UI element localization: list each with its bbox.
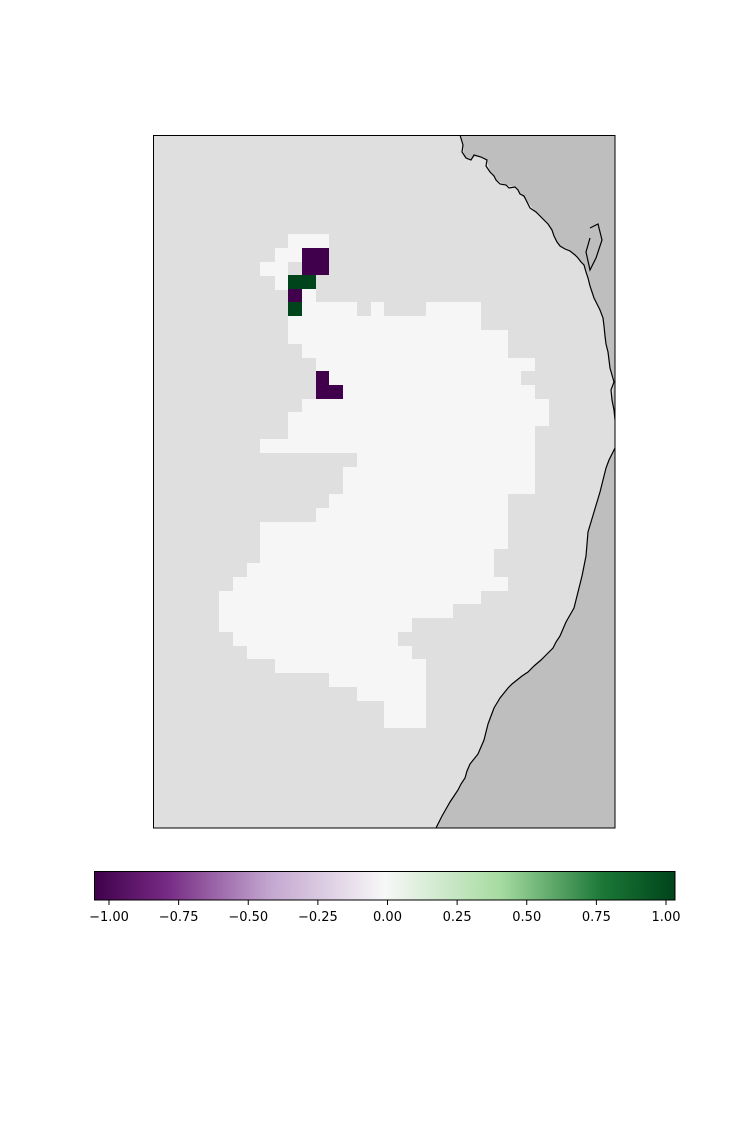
colorbar-tick-label: 0.50: [512, 910, 541, 925]
zero-cell-block: [260, 439, 535, 453]
anomaly-cells: [288, 248, 343, 399]
anomaly-cell-north-negative-b: [288, 289, 302, 302]
land-mass-east: [586, 224, 602, 270]
coastline-north: [459, 135, 615, 421]
coastline-south: [435, 447, 615, 828]
zero-cell-block: [219, 591, 481, 604]
zero-cell-block: [329, 371, 521, 385]
zero-cell-block: [288, 412, 549, 426]
zero-cell-block: [302, 344, 508, 358]
land-mass-south: [436, 448, 615, 828]
zero-cell-block: [275, 276, 288, 290]
colorbar-tick-label: 0.25: [443, 910, 472, 925]
zero-cell-block: [288, 234, 329, 248]
zero-cell-block: [260, 522, 508, 549]
zero-cell-block: [329, 494, 508, 508]
zero-cell-block: [219, 618, 412, 632]
colorbar-tick-label: 1.00: [652, 910, 681, 925]
zero-cell-block: [219, 604, 453, 618]
zero-cell-block: [302, 399, 549, 412]
map-area: [153, 135, 615, 828]
zero-cell-block: [316, 508, 508, 522]
zero-cell-block: [288, 330, 508, 344]
zero-cell-block: [233, 632, 398, 646]
colorbar-tick-label: 0.00: [373, 910, 402, 925]
zero-cell-block: [302, 289, 316, 302]
anomaly-cell-central-negative: [316, 385, 343, 399]
colorbar-frame: [94, 871, 676, 901]
zero-cell-block: [247, 563, 494, 577]
zero-cell-block: [288, 426, 535, 439]
zero-cell-block: [247, 646, 412, 659]
zero-cell-block: [384, 701, 426, 728]
colorbar-tick-label: −0.75: [159, 910, 199, 925]
colorbar-gradient: [94, 871, 675, 900]
land-mass-north: [460, 135, 615, 420]
zero-cell-block: [371, 302, 384, 316]
zero-cell-block: [275, 248, 302, 262]
zero-cell-block: [357, 453, 535, 467]
zero-cell-block: [343, 467, 535, 494]
zero-cell-block: [316, 358, 535, 371]
zero-cell-block: [260, 262, 288, 276]
zero-cell-block: [343, 385, 535, 399]
colorbar-tick-label: 0.75: [582, 910, 611, 925]
zero-cell-block: [275, 659, 426, 673]
zero-cell-block: [357, 687, 426, 701]
map-frame: [153, 135, 616, 829]
zero-cell-block: [233, 577, 508, 591]
anomaly-cell-north-positive-a: [288, 275, 316, 289]
zero-cell-block: [260, 549, 494, 563]
colorbar-tick-label: −0.50: [228, 910, 268, 925]
colorbar-tick-label: −1.00: [89, 910, 129, 925]
zero-cells: [219, 234, 549, 728]
anomaly-cell-north-negative: [302, 248, 329, 275]
colorbar-tick-label: −0.25: [298, 910, 338, 925]
zero-cell-block: [288, 316, 481, 330]
zero-cell-block: [302, 302, 357, 316]
anomaly-cell-north-positive-b: [288, 302, 302, 316]
coastline-east: [585, 223, 603, 272]
zero-cell-block: [329, 673, 426, 687]
zero-cell-block: [426, 302, 481, 316]
colorbar-ticks: −1.00 −0.75 −0.50 −0.25 0.00 0.25 0.50 0.75 1.00: [89, 900, 680, 925]
